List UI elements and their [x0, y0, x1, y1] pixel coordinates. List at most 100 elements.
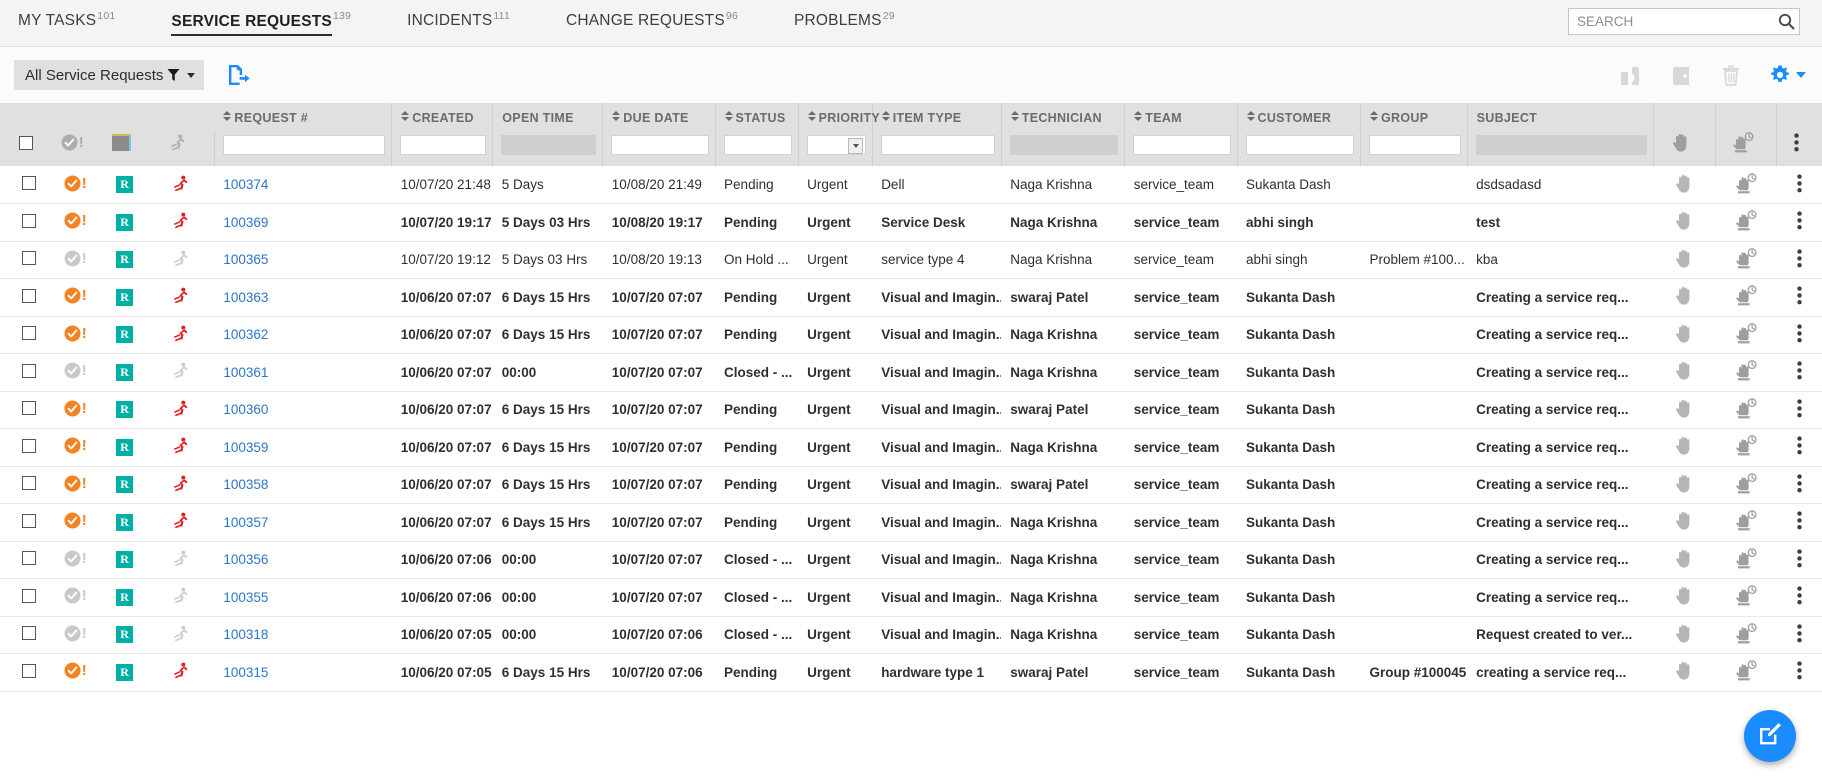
- row-sla-cell[interactable]: [149, 241, 215, 279]
- row-action-menu[interactable]: [1776, 166, 1822, 204]
- row-approval-cell[interactable]: !: [50, 316, 100, 354]
- row-action-menu[interactable]: [1776, 503, 1822, 542]
- row-select-cell[interactable]: [7, 353, 51, 392]
- row-select-cell[interactable]: [7, 541, 51, 579]
- row-action-hand[interactable]: [1653, 653, 1716, 692]
- row-action-hand[interactable]: [1653, 278, 1716, 317]
- row-approval-cell[interactable]: !: [50, 353, 100, 392]
- more-vertical-icon[interactable]: [1797, 586, 1802, 608]
- response-flag-icon[interactable]: R: [116, 251, 134, 269]
- row-approval-cell[interactable]: !: [50, 428, 100, 467]
- merge-icon[interactable]: [1619, 63, 1643, 87]
- row-action-schedule[interactable]: [1715, 391, 1777, 429]
- hand-clock-schedule-icon[interactable]: [1735, 210, 1757, 234]
- export-document-icon[interactable]: [226, 63, 251, 87]
- hand-pickup-icon[interactable]: [1674, 399, 1695, 422]
- filter-group[interactable]: [1369, 135, 1461, 155]
- approval-status-icon[interactable]: !: [64, 437, 87, 454]
- table-row[interactable]: ! R 100356 10/06/20 07:06 00:00 10/07/20 07:0…: [0, 541, 1822, 579]
- row-sla-cell[interactable]: [149, 353, 215, 392]
- row-approval-cell[interactable]: !: [50, 653, 100, 692]
- row-action-schedule[interactable]: [1715, 203, 1777, 242]
- tab-my-tasks[interactable]: MY TASKS101: [18, 10, 115, 35]
- more-vertical-icon[interactable]: [1797, 286, 1802, 308]
- search-input[interactable]: [1569, 9, 1773, 34]
- row-action-schedule[interactable]: [1715, 353, 1777, 392]
- more-vertical-icon[interactable]: [1797, 474, 1802, 496]
- hand-pickup-icon[interactable]: [1674, 212, 1695, 234]
- sla-runner-icon[interactable]: [173, 662, 190, 679]
- row-response-cell[interactable]: R: [99, 166, 150, 204]
- approval-status-icon[interactable]: !: [64, 512, 87, 529]
- view-filter-dropdown[interactable]: All Service Requests: [14, 60, 205, 90]
- hand-pickup-icon[interactable]: [1674, 624, 1695, 647]
- table-row[interactable]: ! R 100374 10/07/20 21:48 5 Days 10/08/20 21:…: [0, 166, 1822, 204]
- request-link[interactable]: 100374: [223, 177, 269, 192]
- approval-status-icon[interactable]: !: [64, 175, 87, 192]
- row-select-cell[interactable]: [7, 616, 51, 654]
- row-response-cell[interactable]: R: [99, 241, 150, 279]
- row-approval-cell[interactable]: !: [50, 616, 100, 654]
- request-link[interactable]: 100363: [223, 289, 269, 305]
- tab-incidents[interactable]: INCIDENTS111: [407, 10, 510, 35]
- approval-status-icon[interactable]: !: [64, 550, 87, 567]
- row-action-schedule[interactable]: [1715, 503, 1777, 542]
- row-action-hand[interactable]: [1653, 578, 1716, 617]
- row-action-menu[interactable]: [1776, 466, 1822, 504]
- column-header-group[interactable]: GROUP: [1360, 103, 1468, 132]
- sla-runner-icon[interactable]: [173, 512, 190, 529]
- row-action-hand[interactable]: [1653, 428, 1716, 467]
- response-flag-icon[interactable]: R: [116, 588, 134, 606]
- row-sla-cell[interactable]: [149, 578, 215, 617]
- table-row[interactable]: ! R 100369 10/07/20 19:17 5 Days 03 Hrs 10/08…: [0, 203, 1822, 242]
- hand-pickup-icon[interactable]: [1674, 437, 1695, 459]
- more-vertical-icon[interactable]: [1794, 133, 1799, 156]
- hand-pickup-icon[interactable]: [1674, 587, 1695, 609]
- approval-status-icon[interactable]: !: [64, 250, 87, 267]
- hand-clock-schedule-icon[interactable]: [1735, 397, 1757, 422]
- row-action-schedule[interactable]: [1715, 616, 1777, 654]
- row-sla-cell[interactable]: [149, 203, 215, 242]
- approval-status-icon[interactable]: !: [64, 362, 87, 379]
- row-checkbox[interactable]: [22, 513, 37, 528]
- row-select-cell[interactable]: [7, 391, 51, 429]
- row-checkbox[interactable]: [22, 476, 37, 491]
- cell-request[interactable]: 100315: [214, 653, 392, 692]
- row-approval-cell[interactable]: !: [50, 203, 100, 242]
- cell-request[interactable]: 100369: [214, 203, 392, 242]
- row-action-schedule[interactable]: [1715, 316, 1777, 354]
- more-vertical-icon[interactable]: [1797, 361, 1802, 383]
- column-header-item_type[interactable]: ITEM TYPE: [872, 103, 1002, 132]
- column-header-due_date[interactable]: DUE DATE: [602, 103, 716, 132]
- row-select-cell[interactable]: [7, 428, 51, 467]
- row-action-hand[interactable]: [1653, 466, 1716, 504]
- sla-runner-icon[interactable]: [170, 134, 187, 155]
- sort-arrows-icon[interactable]: [807, 111, 816, 121]
- request-link[interactable]: 100355: [223, 589, 269, 605]
- row-response-cell[interactable]: R: [99, 578, 150, 617]
- hand-clock-schedule-icon[interactable]: [1735, 247, 1757, 272]
- row-action-hand[interactable]: [1653, 391, 1716, 429]
- row-approval-cell[interactable]: !: [50, 578, 100, 617]
- response-flag-icon[interactable]: R: [116, 476, 134, 494]
- column-header-customer[interactable]: CUSTOMER: [1237, 103, 1362, 132]
- response-flag-icon[interactable]: R: [116, 663, 134, 681]
- cell-request[interactable]: 100374: [214, 166, 392, 204]
- approval-status-icon[interactable]: !: [64, 325, 87, 342]
- row-response-cell[interactable]: R: [99, 316, 150, 354]
- filter-item-type[interactable]: [880, 135, 995, 155]
- row-action-schedule[interactable]: [1715, 166, 1777, 204]
- row-checkbox[interactable]: [22, 626, 37, 641]
- request-link[interactable]: 100358: [223, 477, 269, 493]
- hand-clock-schedule-icon[interactable]: [1735, 660, 1757, 684]
- cell-request[interactable]: 100318: [214, 616, 392, 654]
- table-row[interactable]: ! R 100358 10/06/20 07:07 6 Days 15 Hrs 10/07…: [0, 466, 1822, 504]
- hand-pickup-icon[interactable]: [1674, 174, 1695, 197]
- row-action-schedule[interactable]: [1715, 428, 1777, 467]
- sort-arrows-icon[interactable]: [401, 111, 410, 121]
- new-request-fab[interactable]: [1744, 710, 1796, 762]
- column-header-status[interactable]: STATUS: [715, 103, 799, 132]
- sla-runner-icon[interactable]: [173, 550, 190, 567]
- row-action-hand[interactable]: [1653, 203, 1716, 242]
- row-response-cell[interactable]: R: [99, 616, 150, 654]
